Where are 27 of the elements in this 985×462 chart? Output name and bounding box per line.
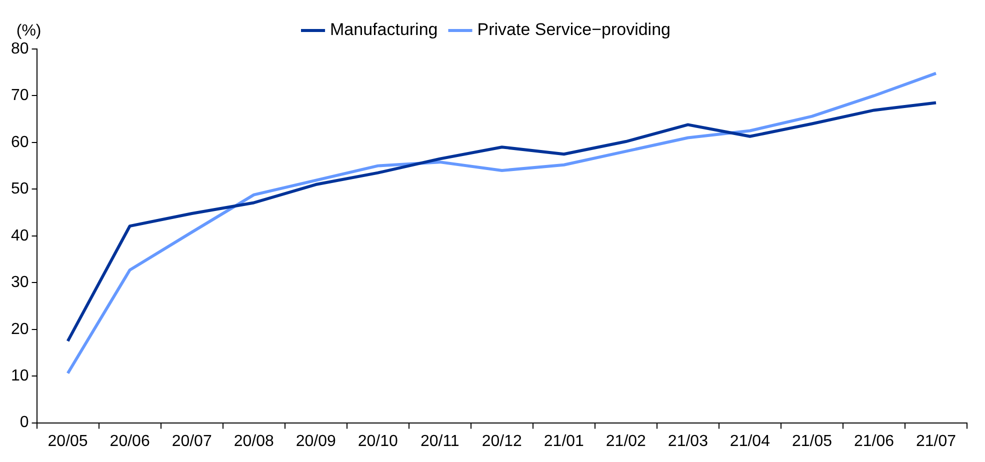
- x-tick-label: 21/05: [792, 432, 832, 450]
- y-tick-label: 10: [11, 367, 29, 384]
- y-tick-label: 0: [20, 414, 29, 432]
- x-tick-label: 20/07: [172, 432, 212, 450]
- x-tick-label: 20/08: [234, 432, 274, 450]
- y-tick-label: 60: [11, 134, 29, 151]
- y-tick-label: 20: [11, 320, 29, 338]
- x-tick-label: 20/10: [358, 432, 398, 450]
- x-tick-label: 21/01: [544, 432, 584, 450]
- legend-label: Manufacturing: [330, 20, 438, 40]
- x-tick-label: 20/09: [296, 432, 336, 450]
- x-tick-label: 20/06: [110, 432, 150, 450]
- y-tick-label: 80: [11, 40, 29, 58]
- x-tick-label: 20/11: [420, 432, 460, 450]
- x-tick-label: 21/07: [916, 432, 956, 450]
- x-tick-label: 20/05: [48, 432, 88, 450]
- x-tick-label: 21/02: [606, 432, 646, 450]
- x-tick-label: 21/04: [730, 432, 770, 450]
- legend-label: Private Service−providing: [477, 20, 670, 40]
- y-tick-label: 50: [11, 180, 29, 198]
- y-tick-label: 40: [11, 227, 29, 244]
- x-tick-label: 20/12: [482, 432, 522, 450]
- y-tick-label: 70: [11, 87, 29, 104]
- y-tick-label: 30: [11, 274, 29, 292]
- x-tick-label: 21/06: [854, 432, 894, 450]
- x-tick-label: 21/03: [668, 432, 708, 450]
- y-axis-title: (%): [16, 22, 42, 40]
